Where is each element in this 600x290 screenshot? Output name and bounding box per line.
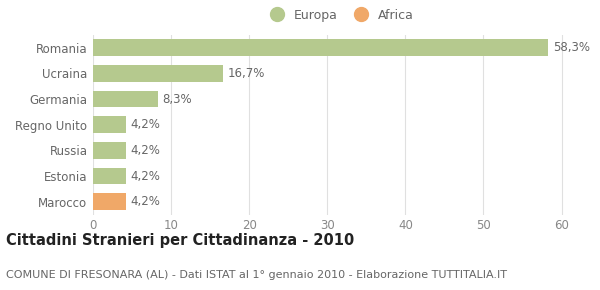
Bar: [93, 168, 126, 184]
Text: 8,3%: 8,3%: [163, 93, 192, 106]
Text: 4,2%: 4,2%: [130, 118, 160, 131]
Bar: [93, 91, 158, 107]
Bar: [93, 39, 548, 56]
Text: 16,7%: 16,7%: [228, 67, 265, 80]
Text: 4,2%: 4,2%: [130, 170, 160, 183]
Bar: [93, 193, 126, 210]
Bar: [93, 65, 223, 82]
Bar: [93, 142, 126, 159]
Text: 4,2%: 4,2%: [130, 195, 160, 208]
Text: Cittadini Stranieri per Cittadinanza - 2010: Cittadini Stranieri per Cittadinanza - 2…: [6, 233, 354, 248]
Bar: [93, 116, 126, 133]
Legend: Europa, Africa: Europa, Africa: [264, 9, 414, 22]
Text: 4,2%: 4,2%: [130, 144, 160, 157]
Text: 58,3%: 58,3%: [553, 41, 590, 54]
Text: COMUNE DI FRESONARA (AL) - Dati ISTAT al 1° gennaio 2010 - Elaborazione TUTTITAL: COMUNE DI FRESONARA (AL) - Dati ISTAT al…: [6, 270, 507, 280]
